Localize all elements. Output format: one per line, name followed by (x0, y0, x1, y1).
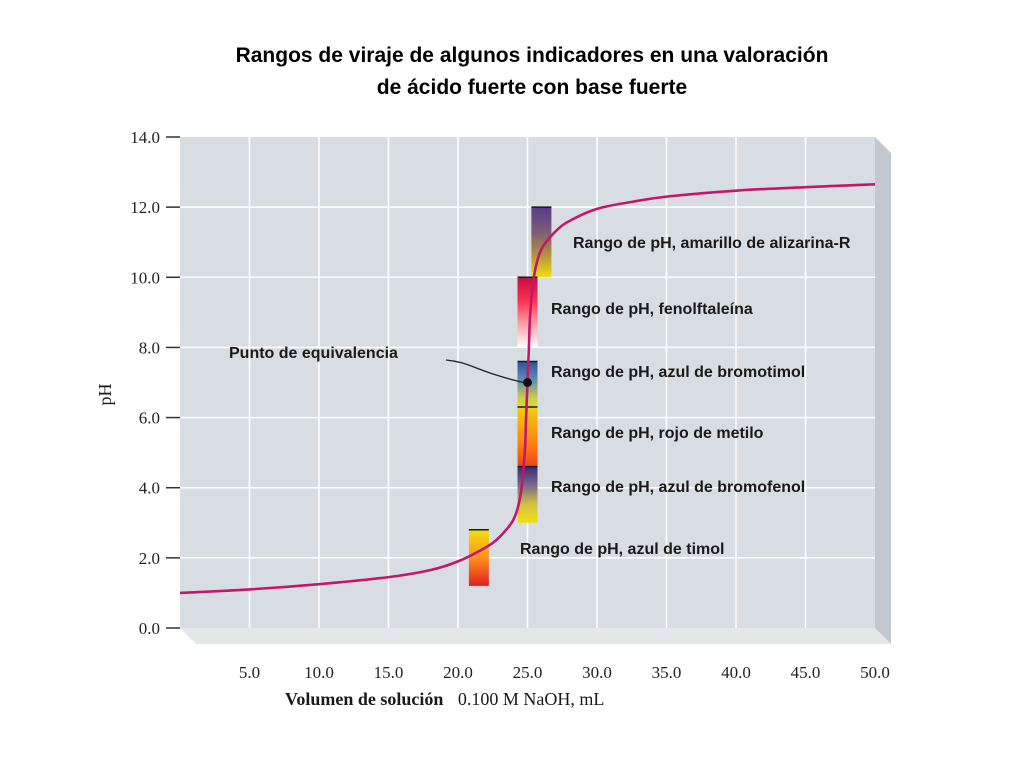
x-tick-label: 45.0 (791, 663, 821, 682)
x-axis-title: Volumen de solución 0.100 M NaOH, mL (285, 689, 604, 709)
indicator-range-label: Rango de pH, rojo de metilo (551, 425, 764, 442)
x-tick-label: 5.0 (239, 663, 260, 682)
indicator-range-bar (517, 277, 538, 348)
equivalence-point-marker (523, 378, 532, 387)
x-axis-title-bold: Volumen de solución (285, 689, 443, 709)
x-tick-label: 25.0 (513, 663, 543, 682)
x-tick-label: 40.0 (721, 663, 751, 682)
indicator-range-label: Rango de pH, azul de timol (520, 541, 724, 558)
chart-title-line-2: de ácido fuerte con base fuerte (376, 76, 688, 99)
y-axis: 0.0 2.0 4.0 6.0 8.0 10.0 12.0 14.0 (130, 128, 180, 638)
plot-frame-bottom-side (180, 628, 891, 644)
grid-lines (180, 137, 875, 628)
equivalence-point-group: Punto de equivalencia (229, 345, 532, 387)
y-tick-label: 12.0 (130, 198, 160, 217)
indicator-range-bar (468, 529, 489, 586)
x-tick-label: 20.0 (443, 663, 473, 682)
chart-title-line-1: Rangos de viraje de algunos indicadores … (235, 44, 829, 67)
x-axis-title-units: 0.100 M NaOH, mL (458, 689, 605, 709)
plot-frame-right-side (875, 137, 891, 644)
x-tick-label: 35.0 (652, 663, 682, 682)
indicator-range-label: Rango de pH, azul de bromotimol (551, 364, 805, 381)
equivalence-leader-line (445, 359, 524, 384)
y-tick-label: 14.0 (130, 128, 160, 147)
x-tick-label: 10.0 (304, 663, 334, 682)
indicator-range-label: Rango de pH, fenolftaleína (551, 301, 753, 318)
indicator-range-label: Rango de pH, azul de bromofenol (551, 479, 805, 496)
equivalence-point-label: Punto de equivalencia (229, 345, 398, 362)
indicator-range-bar (531, 207, 552, 278)
x-tick-label: 50.0 (860, 663, 890, 682)
x-axis: 5.0 10.0 15.0 20.0 25.0 30.0 35.0 40.0 45.0 50.0 (239, 663, 890, 682)
x-tick-label: 15.0 (374, 663, 404, 682)
x-tick-label: 30.0 (582, 663, 612, 682)
indicator-range-bar (517, 407, 538, 481)
y-tick-label: 6.0 (139, 409, 160, 428)
chart-title: Rangos de viraje de algunos indicadores … (0, 40, 1024, 104)
y-tick-label: 0.0 (139, 619, 160, 638)
y-tick-label: 2.0 (139, 549, 160, 568)
y-axis-title: pH (95, 384, 115, 406)
y-tick-label: 8.0 (139, 338, 160, 357)
y-tick-label: 4.0 (139, 479, 160, 498)
indicator-range-label: Rango de pH, amarillo de alizarina-R (573, 235, 851, 252)
y-tick-label: 10.0 (130, 268, 160, 287)
